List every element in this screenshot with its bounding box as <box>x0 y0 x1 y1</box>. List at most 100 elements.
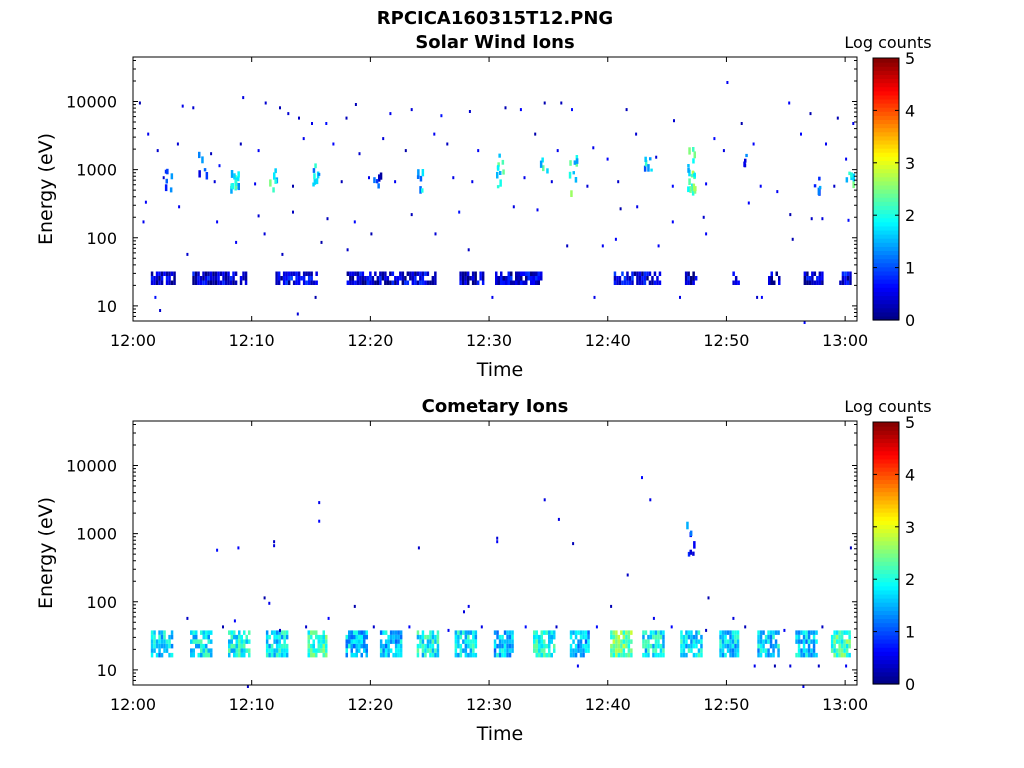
heatmap-cell <box>757 639 760 644</box>
heatmap-cell <box>471 280 475 285</box>
heatmap-point <box>368 176 370 180</box>
heatmap-point <box>543 101 546 105</box>
heatmap-cell <box>579 643 583 649</box>
heatmap-cell <box>719 643 722 649</box>
heatmap-cell <box>431 276 435 281</box>
heatmap-cell <box>844 271 847 276</box>
heatmap-cell <box>622 634 626 640</box>
heatmap-cell <box>153 648 156 653</box>
colorbar-frame <box>872 57 900 321</box>
colorbar-segment <box>873 238 899 243</box>
heatmap-cell <box>399 643 403 649</box>
colorbar-segment <box>873 426 899 431</box>
heatmap-cell <box>840 643 844 649</box>
heatmap-cell <box>399 276 402 281</box>
heatmap-cell <box>810 648 813 653</box>
heatmap-cell <box>818 185 822 190</box>
colorbar-segment <box>873 213 899 219</box>
heatmap-point <box>178 205 181 209</box>
heatmap-point <box>732 616 735 620</box>
heatmap-cell <box>816 280 819 285</box>
heatmap-cell <box>190 639 193 644</box>
colorbar-segment <box>873 209 899 215</box>
heatmap-cell <box>310 652 313 658</box>
heatmap-cell <box>770 276 773 281</box>
heatmap-cell <box>421 169 425 177</box>
heatmap-point <box>408 625 411 629</box>
heatmap-cell <box>461 280 465 285</box>
heatmap-cell <box>416 630 420 635</box>
heatmap-cell <box>472 643 475 649</box>
heatmap-cell <box>354 271 357 276</box>
heatmap-cell <box>688 147 691 155</box>
heatmap-cell <box>812 643 816 649</box>
heatmap-cell <box>158 271 161 276</box>
heatmap-cell <box>366 276 370 281</box>
heatmap-cell <box>530 280 533 285</box>
heatmap-cell <box>767 630 770 635</box>
heatmap-cell <box>248 652 251 658</box>
heatmap-cell <box>322 648 325 653</box>
heatmap-cell <box>436 648 440 653</box>
heatmap-cell <box>506 634 509 640</box>
heatmap-cell <box>582 630 585 635</box>
heatmap-cell <box>233 173 236 180</box>
heatmap-cell <box>649 634 653 640</box>
heatmap-cell <box>734 639 737 644</box>
heatmap-cell <box>202 652 205 658</box>
heatmap-cell <box>797 643 801 649</box>
heatmap-cell <box>207 652 210 658</box>
heatmap-cell <box>300 276 303 281</box>
heatmap-cell <box>349 280 352 285</box>
heatmap-cell <box>805 648 808 653</box>
heatmap-point <box>268 601 271 605</box>
colorbar-segment <box>873 671 899 677</box>
heatmap-cell <box>618 276 622 281</box>
heatmap-cell <box>695 630 698 635</box>
heatmap-cell <box>173 271 176 276</box>
heatmap-cell <box>373 177 376 184</box>
colorbar-segment <box>873 495 899 501</box>
heatmap-cell <box>508 648 512 653</box>
heatmap-cell <box>153 276 156 281</box>
heatmap-cell <box>772 630 775 635</box>
heatmap-cell <box>163 630 166 635</box>
heatmap-cell <box>734 280 738 285</box>
heatmap-cell <box>721 648 725 653</box>
heatmap-cell <box>772 643 775 649</box>
heatmap-cell <box>230 183 233 189</box>
heatmap-point <box>144 200 147 204</box>
heatmap-cell <box>355 639 358 644</box>
heatmap-cell <box>239 276 243 281</box>
heatmap-cell <box>467 652 470 658</box>
heatmap-point <box>496 536 499 540</box>
colorbar-segment <box>873 201 899 206</box>
heatmap-cell <box>360 652 363 658</box>
heatmap-cell <box>325 643 328 649</box>
heatmap-cell <box>652 648 655 653</box>
heatmap-cell <box>496 165 500 171</box>
heatmap-cell <box>719 648 722 653</box>
heatmap-cell <box>621 271 624 276</box>
heatmap-cell <box>684 276 688 281</box>
colorbar-tick-label: 0 <box>905 311 915 330</box>
heatmap-point <box>636 205 639 209</box>
colorbar-segment <box>873 565 899 570</box>
heatmap-cell <box>687 186 690 193</box>
heatmap-cell <box>429 648 432 653</box>
heatmap-cell <box>310 630 313 635</box>
heatmap-cell <box>212 280 215 285</box>
x-tick-label: 12:20 <box>347 331 393 350</box>
heatmap-cell <box>543 652 546 658</box>
heatmap-cell <box>496 643 499 649</box>
heatmap-cell <box>736 652 740 658</box>
colorbar-tick-label: 2 <box>905 206 915 225</box>
heatmap-cell <box>315 648 318 653</box>
heatmap-cell <box>548 643 551 649</box>
heatmap-cell <box>762 643 765 649</box>
heatmap-cell <box>454 643 458 649</box>
heatmap-cell <box>697 648 701 653</box>
heatmap-cell <box>689 186 692 193</box>
colorbar-segment <box>873 507 899 513</box>
heatmap-cell <box>587 643 590 649</box>
